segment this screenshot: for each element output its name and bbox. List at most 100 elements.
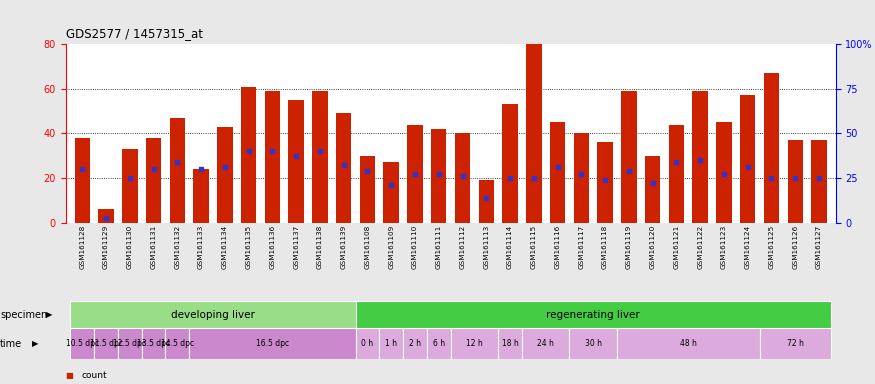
Text: 18 h: 18 h xyxy=(501,339,518,348)
Text: specimen: specimen xyxy=(0,310,47,320)
Text: GSM161136: GSM161136 xyxy=(270,224,276,268)
Bar xyxy=(98,209,114,223)
Text: time: time xyxy=(0,339,22,349)
Text: 6 h: 6 h xyxy=(432,339,444,348)
Bar xyxy=(355,328,380,359)
Text: regenerating liver: regenerating liver xyxy=(546,310,640,320)
Bar xyxy=(360,156,375,223)
Bar xyxy=(170,118,185,223)
Bar xyxy=(760,328,831,359)
Bar xyxy=(74,138,90,223)
Text: 13.5 dpc: 13.5 dpc xyxy=(137,339,170,348)
Text: developing liver: developing liver xyxy=(171,310,255,320)
Bar xyxy=(522,328,570,359)
Text: ■: ■ xyxy=(66,371,74,379)
Text: GSM161121: GSM161121 xyxy=(674,224,679,268)
Bar xyxy=(70,301,355,328)
Text: 1 h: 1 h xyxy=(385,339,397,348)
Bar xyxy=(241,86,256,223)
Text: GSM161122: GSM161122 xyxy=(697,224,704,268)
Text: GSM161125: GSM161125 xyxy=(768,224,774,268)
Text: count: count xyxy=(81,371,107,379)
Text: GSM161123: GSM161123 xyxy=(721,224,727,268)
Bar xyxy=(455,133,470,223)
Text: GSM161109: GSM161109 xyxy=(388,224,395,268)
Bar xyxy=(598,142,612,223)
Bar xyxy=(526,44,542,223)
Bar xyxy=(645,156,661,223)
Bar xyxy=(407,124,423,223)
Text: GSM161135: GSM161135 xyxy=(246,224,252,268)
Text: ▶: ▶ xyxy=(32,339,38,348)
Bar xyxy=(189,328,355,359)
Text: GSM161127: GSM161127 xyxy=(816,224,822,268)
Bar xyxy=(717,122,732,223)
Bar xyxy=(617,328,760,359)
Bar xyxy=(70,328,94,359)
Text: GDS2577 / 1457315_at: GDS2577 / 1457315_at xyxy=(66,27,203,40)
Text: 11.5 dpc: 11.5 dpc xyxy=(89,339,123,348)
Bar xyxy=(498,328,522,359)
Text: GSM161129: GSM161129 xyxy=(103,224,109,268)
Text: 72 h: 72 h xyxy=(787,339,803,348)
Text: GSM161130: GSM161130 xyxy=(127,224,133,268)
Bar xyxy=(811,140,827,223)
Bar xyxy=(479,180,494,223)
Text: GSM161120: GSM161120 xyxy=(649,224,655,268)
Text: GSM161116: GSM161116 xyxy=(555,224,561,268)
Bar xyxy=(380,328,403,359)
Bar xyxy=(383,162,399,223)
Bar xyxy=(118,328,142,359)
Bar xyxy=(217,127,233,223)
Bar xyxy=(431,129,446,223)
Text: GSM161112: GSM161112 xyxy=(459,224,466,268)
Text: GSM161139: GSM161139 xyxy=(340,224,346,268)
Text: GSM161128: GSM161128 xyxy=(80,224,85,268)
Text: GSM161110: GSM161110 xyxy=(412,224,418,268)
Bar xyxy=(502,104,518,223)
Text: GSM161114: GSM161114 xyxy=(507,224,513,268)
Bar xyxy=(165,328,189,359)
Bar xyxy=(312,91,327,223)
Text: GSM161117: GSM161117 xyxy=(578,224,584,268)
Text: ▶: ▶ xyxy=(46,310,52,319)
Bar xyxy=(94,328,118,359)
Text: 0 h: 0 h xyxy=(361,339,374,348)
Bar xyxy=(692,91,708,223)
Bar xyxy=(764,73,779,223)
Text: GSM161138: GSM161138 xyxy=(317,224,323,268)
Bar xyxy=(142,328,165,359)
Text: GSM161134: GSM161134 xyxy=(222,224,228,268)
Text: GSM161133: GSM161133 xyxy=(198,224,204,268)
Bar xyxy=(740,96,755,223)
Bar xyxy=(550,122,565,223)
Text: GSM161131: GSM161131 xyxy=(150,224,157,268)
Text: GSM161132: GSM161132 xyxy=(174,224,180,268)
Text: GSM161111: GSM161111 xyxy=(436,224,442,268)
Bar xyxy=(574,133,589,223)
Bar xyxy=(668,124,684,223)
Text: GSM161137: GSM161137 xyxy=(293,224,299,268)
Text: 30 h: 30 h xyxy=(584,339,602,348)
Text: 12.5 dpc: 12.5 dpc xyxy=(113,339,146,348)
Bar xyxy=(289,100,304,223)
Text: GSM161113: GSM161113 xyxy=(483,224,489,268)
Bar xyxy=(570,328,617,359)
Bar xyxy=(123,149,137,223)
Text: GSM161126: GSM161126 xyxy=(792,224,798,268)
Text: GSM161124: GSM161124 xyxy=(745,224,751,268)
Text: 14.5 dpc: 14.5 dpc xyxy=(161,339,194,348)
Bar xyxy=(193,169,209,223)
Text: GSM161118: GSM161118 xyxy=(602,224,608,268)
Bar xyxy=(403,328,427,359)
Text: 48 h: 48 h xyxy=(680,339,696,348)
Text: 2 h: 2 h xyxy=(409,339,421,348)
Text: 10.5 dpc: 10.5 dpc xyxy=(66,339,99,348)
Bar xyxy=(451,328,498,359)
Text: GSM161108: GSM161108 xyxy=(365,224,370,268)
Text: 16.5 dpc: 16.5 dpc xyxy=(255,339,289,348)
Bar xyxy=(788,140,803,223)
Bar xyxy=(264,91,280,223)
Text: 24 h: 24 h xyxy=(537,339,554,348)
Bar xyxy=(336,113,352,223)
